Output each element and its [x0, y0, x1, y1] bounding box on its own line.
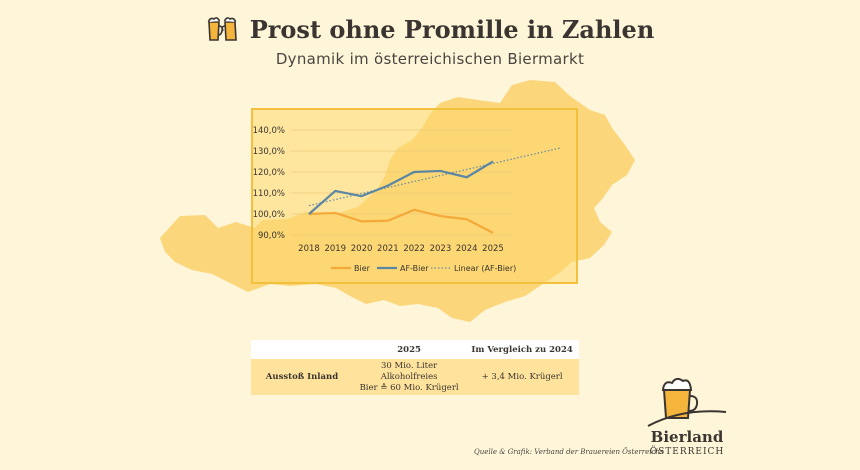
page-subtitle: Dynamik im österreichischen Biermarkt [275, 50, 585, 68]
logo-name: Bierland [650, 428, 724, 446]
chart-panel: 140,0% 130,0% 120,0% 110,0% 100,0% 90,0% 2018 2… [251, 108, 578, 284]
x-tick-label: 2019 [324, 244, 346, 254]
table-row: Ausstoß Inland 30 Mio. Liter Alkoholfrei… [251, 359, 579, 395]
x-tick-label: 2023 [430, 244, 452, 254]
table-header-row: 2025 Im Vergleich zu 2024 [251, 340, 579, 359]
x-tick-label: 2025 [482, 244, 504, 254]
legend-label: AF-Bier [400, 264, 429, 273]
y-tick-label: 110,0% [253, 189, 285, 199]
y-tick-label: 120,0% [253, 168, 285, 178]
series-line-bier [308, 208, 494, 234]
series-line-af-bier [308, 160, 494, 215]
bierland-logo: Bierland ÖSTERREICH [642, 372, 732, 464]
line-chart: 140,0% 130,0% 120,0% 110,0% 100,0% 90,0% 2018 2… [253, 126, 562, 273]
stats-table: 2025 Im Vergleich zu 2024 Ausstoß Inland… [251, 340, 579, 395]
row-value-line1: 30 Mio. Liter Alkoholfreies [380, 360, 438, 382]
table-header-cell: Im Vergleich zu 2024 [465, 340, 579, 359]
table-header-cell: 2025 [352, 340, 466, 359]
trend-line-af-bier [308, 147, 562, 207]
legend-label: Linear (AF-Bier) [454, 264, 516, 273]
y-tick-label: 140,0% [253, 126, 285, 136]
y-tick-label: 130,0% [253, 147, 285, 157]
x-tick-label: 2022 [403, 244, 425, 254]
x-tick-label: 2024 [456, 244, 478, 254]
beer-glass-logo-icon [647, 377, 727, 427]
y-tick-label: 100,0% [253, 210, 285, 220]
logo-country: ÖSTERREICH [649, 447, 725, 457]
table-header-cell [251, 340, 353, 359]
legend-label: Bier [354, 264, 371, 273]
x-tick-label: 2020 [351, 244, 373, 254]
row-value: 30 Mio. Liter Alkoholfreies Bier ≙ 60 Mi… [352, 359, 466, 395]
source-note: Quelle & Grafik: Verband der Brauereien … [474, 448, 664, 456]
row-comparison: + 3,4 Mio. Krügerl [465, 359, 579, 395]
row-value-line2: Bier ≙ 60 Mio. Krügerl [359, 382, 459, 393]
row-label: Ausstoß Inland [251, 359, 353, 395]
header: Prost ohne Promille in Zahlen [0, 14, 860, 44]
beer-mugs-icon [207, 17, 237, 41]
x-tick-label: 2018 [298, 244, 320, 254]
y-tick-label: 90,0% [258, 231, 285, 241]
page-title: Prost ohne Promille in Zahlen [249, 14, 655, 44]
x-tick-label: 2021 [377, 244, 399, 254]
